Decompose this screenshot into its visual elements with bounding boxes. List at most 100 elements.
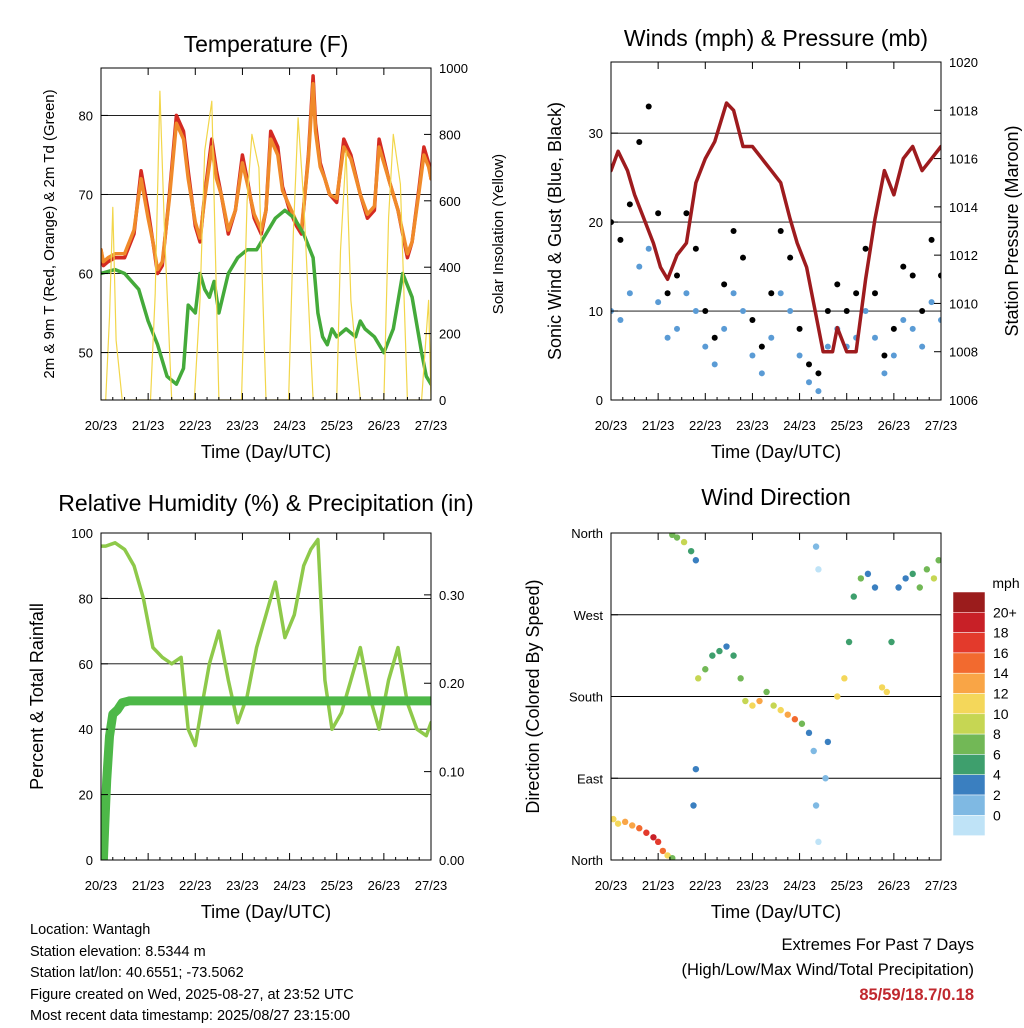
y-tick-label: North (571, 853, 603, 868)
wind-point (796, 352, 803, 359)
wind-point (824, 343, 831, 350)
wind-point (645, 245, 652, 252)
wind-point (881, 370, 888, 377)
y-tick-label: 0 (86, 853, 93, 868)
y-right-tick-label: 200 (439, 327, 461, 342)
x-tick-label: 20/23 (595, 878, 628, 893)
direction-point (902, 575, 909, 582)
wind-point (909, 272, 916, 279)
wind-point (815, 388, 822, 395)
direction-point (669, 854, 676, 860)
direction-point (692, 765, 700, 773)
wind-point (853, 290, 860, 297)
colorbar-label: 20+ (993, 604, 1017, 620)
wind-point (928, 236, 935, 243)
wind-point (617, 316, 624, 323)
colorbar-swatch (952, 774, 986, 796)
wind-point (862, 308, 869, 315)
wind-point (900, 316, 907, 323)
direction-point (737, 675, 744, 682)
direction-point (845, 638, 853, 646)
y-axis-label: Sonic Wind & Gust (Blue, Black) (545, 102, 565, 360)
x-tick-label: 22/23 (689, 878, 722, 893)
direction-point (716, 647, 723, 655)
x-tick-label: 26/23 (368, 418, 401, 433)
colorbar-swatch (952, 632, 986, 654)
direction-point (791, 716, 799, 723)
wind-point (881, 352, 888, 359)
direction-point (659, 847, 667, 855)
y-right-tick-label: 1008 (949, 345, 978, 360)
wind-point (721, 325, 728, 332)
colorbar-label: 14 (993, 665, 1009, 681)
direction-point (871, 584, 879, 591)
wind-point (664, 334, 671, 341)
direction-point (909, 570, 916, 578)
wind-point (806, 379, 812, 386)
direction-point (749, 702, 756, 709)
colorbar-swatch (952, 652, 986, 674)
y-tick-label: 40 (79, 722, 93, 737)
extremes-values: 85/59/18.7/0.18 (859, 986, 974, 1004)
y-right-tick-label: 0.00 (439, 853, 464, 868)
x-tick-label: 20/23 (85, 418, 118, 433)
direction-point (763, 688, 770, 696)
direction-point (621, 818, 629, 826)
wind-point (749, 316, 756, 323)
x-tick-label: 27/23 (415, 878, 448, 893)
y-right-tick-label: 1006 (949, 393, 978, 408)
x-tick-label: 24/23 (273, 878, 306, 893)
colorbar-swatch (952, 713, 986, 735)
direction-point (930, 575, 938, 582)
wind-point (843, 308, 850, 315)
direction-point (810, 747, 817, 755)
direction-point (756, 697, 763, 705)
direction-point (687, 547, 695, 555)
colorbar-swatch (952, 794, 986, 816)
direction-point (864, 570, 872, 578)
y-right-tick-label: 0 (439, 393, 446, 408)
wind-point (636, 263, 643, 270)
wind-point (900, 263, 907, 270)
colorbar-label: 6 (993, 746, 1001, 762)
x-axis-label: Time (Day/UTC) (201, 902, 331, 922)
recent-text: Most recent data timestamp: 2025/08/27 2… (30, 1008, 351, 1024)
series-line-0 (101, 74, 431, 276)
y-right-tick-label: 0.30 (439, 588, 464, 603)
y-tick-label: 0 (596, 393, 603, 408)
direction-point (857, 575, 865, 582)
direction-point (723, 643, 730, 650)
direction-point (692, 557, 700, 564)
wind-point (919, 343, 926, 350)
wind-point (787, 308, 794, 315)
colorbar-swatch (952, 733, 986, 755)
wind-point (796, 325, 803, 332)
x-tick-label: 20/23 (85, 878, 118, 893)
wind-point (626, 201, 633, 208)
direction-point (895, 584, 902, 591)
direction-point (742, 697, 749, 705)
colorbar-swatch (952, 612, 986, 633)
wind-point (824, 308, 831, 315)
wind-point (692, 245, 699, 252)
direction-point (709, 652, 716, 659)
x-tick-label: 20/23 (595, 418, 628, 433)
direction-point (883, 688, 890, 696)
extremes-box: Extremes For Past 7 Days (High/Low/Max W… (681, 933, 974, 1008)
direction-point (611, 815, 617, 823)
x-tick-label: 21/23 (132, 878, 165, 893)
y-right-tick-label: 1010 (949, 296, 978, 311)
wind-point (749, 352, 756, 359)
direction-point (824, 738, 832, 746)
y-tick-label: 80 (79, 108, 93, 123)
x-tick-label: 21/23 (132, 418, 165, 433)
y-right-tick-label: 1012 (949, 248, 978, 263)
x-tick-label: 27/23 (925, 878, 958, 893)
y-tick-label: East (577, 771, 603, 786)
wind-point (711, 361, 718, 368)
x-tick-label: 22/23 (689, 418, 722, 433)
wind-point (890, 325, 897, 332)
series-line-1 (101, 696, 431, 860)
station-info: Location: Wantagh Station elevation: 8.5… (30, 920, 354, 1028)
y-right-tick-label: 1016 (949, 152, 978, 167)
